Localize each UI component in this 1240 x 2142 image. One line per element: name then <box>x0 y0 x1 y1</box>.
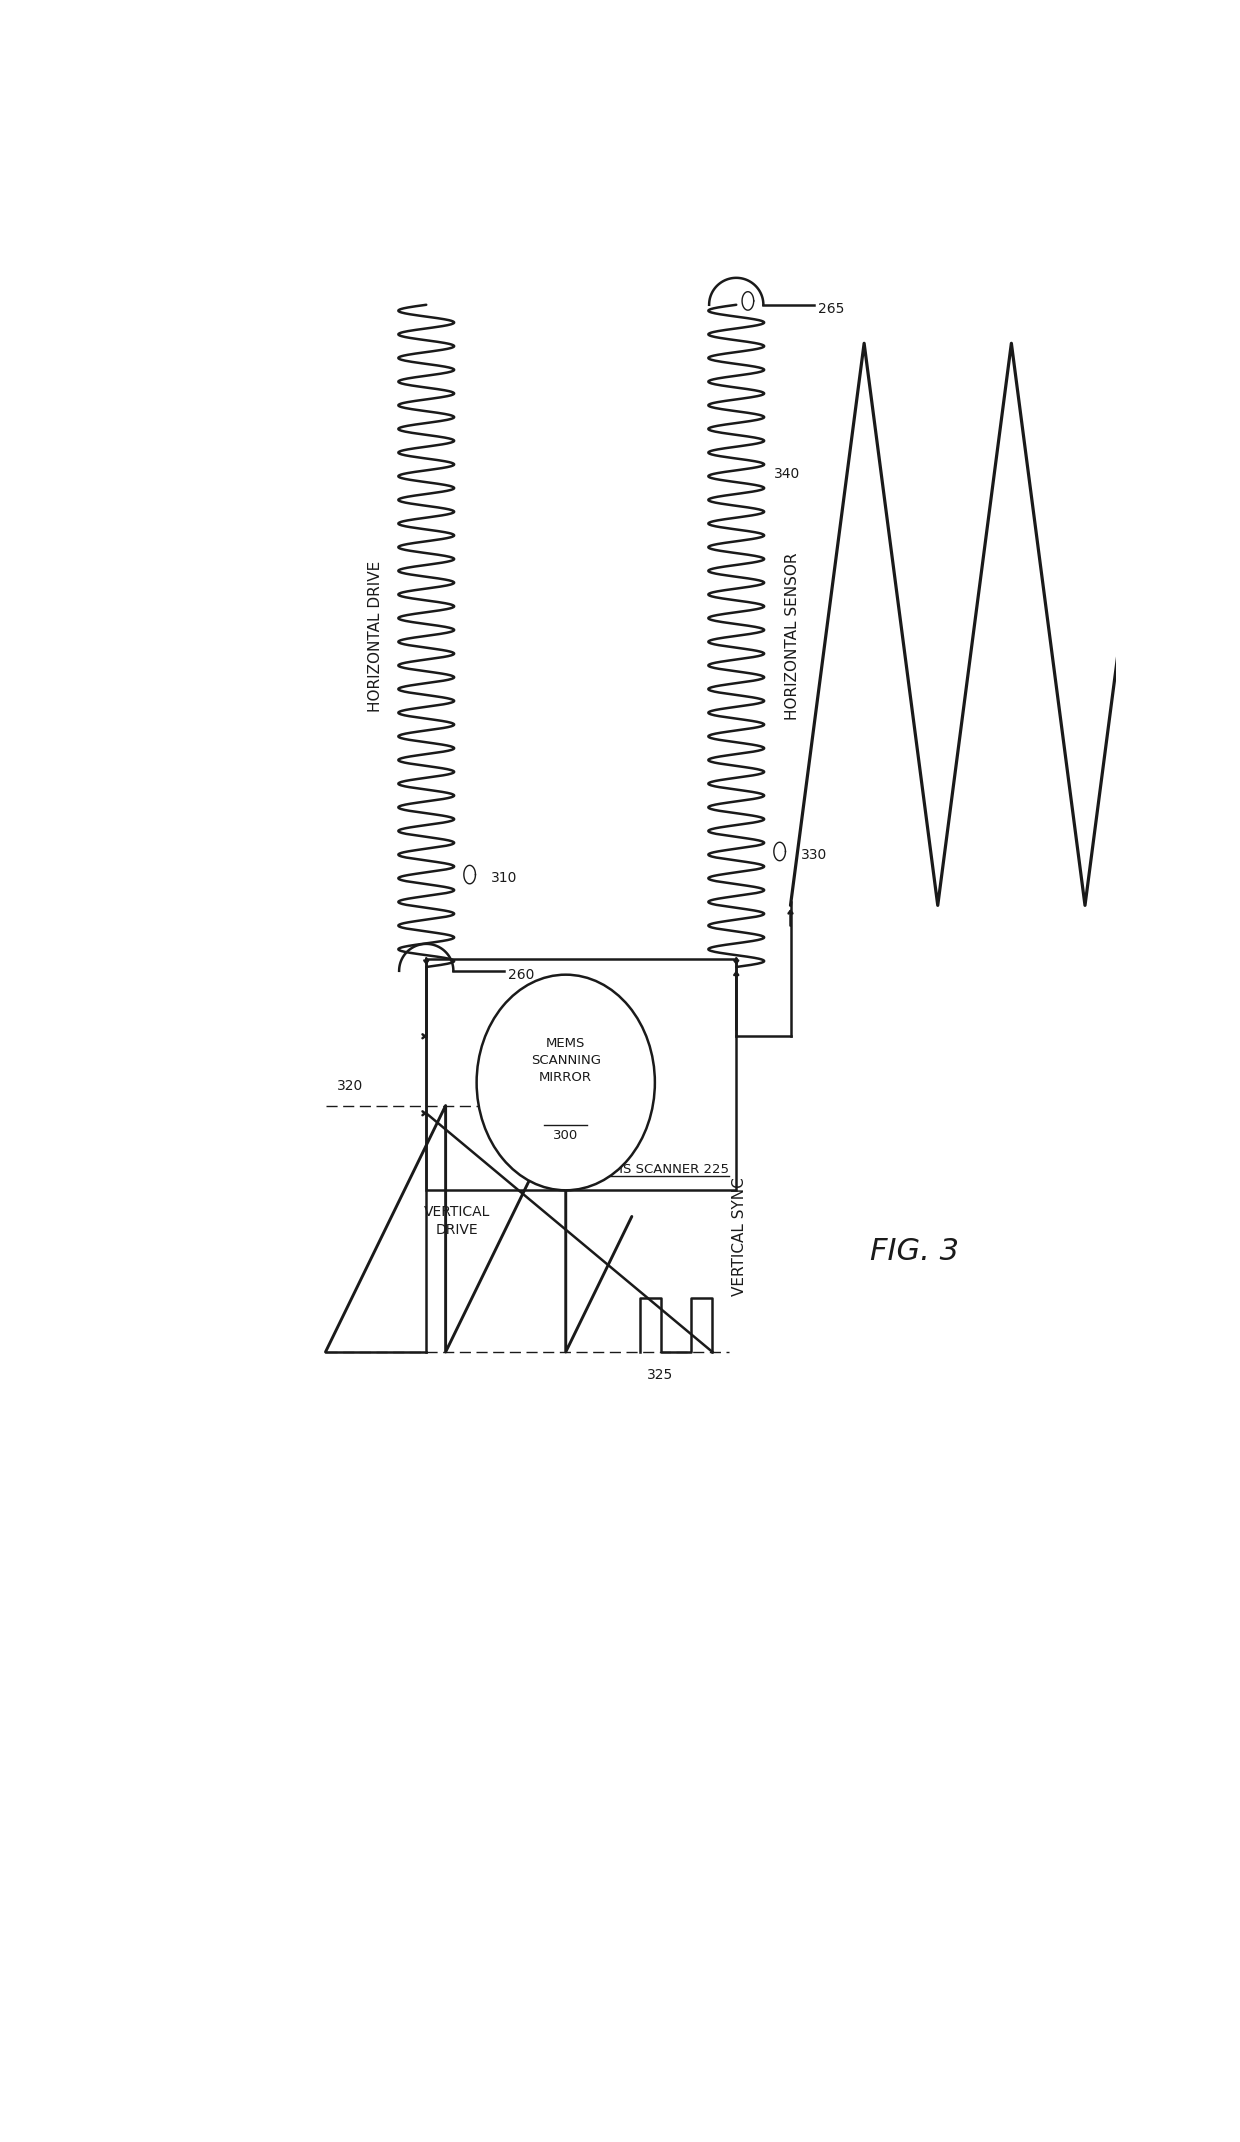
Text: MEMS SCANNER 225: MEMS SCANNER 225 <box>591 1163 729 1176</box>
Text: HORIZONTAL DRIVE: HORIZONTAL DRIVE <box>368 561 383 711</box>
Text: MEMS
SCANNING
MIRROR: MEMS SCANNING MIRROR <box>531 1037 600 1084</box>
Text: HORIZONTAL SENSOR: HORIZONTAL SENSOR <box>785 553 800 720</box>
Text: 300: 300 <box>553 1129 578 1142</box>
Text: VERTICAL SYNC: VERTICAL SYNC <box>732 1178 746 1296</box>
Text: 330: 330 <box>801 848 827 863</box>
Text: 325: 325 <box>647 1369 673 1382</box>
Text: 320: 320 <box>337 1080 363 1092</box>
Text: 260: 260 <box>507 968 534 981</box>
Text: VERTICAL
DRIVE: VERTICAL DRIVE <box>424 1206 491 1238</box>
Bar <box>427 960 737 1191</box>
Text: FIG. 3: FIG. 3 <box>870 1238 959 1266</box>
Text: 310: 310 <box>491 872 517 885</box>
Ellipse shape <box>476 975 655 1191</box>
Text: 340: 340 <box>774 467 800 482</box>
Text: 265: 265 <box>817 302 844 315</box>
